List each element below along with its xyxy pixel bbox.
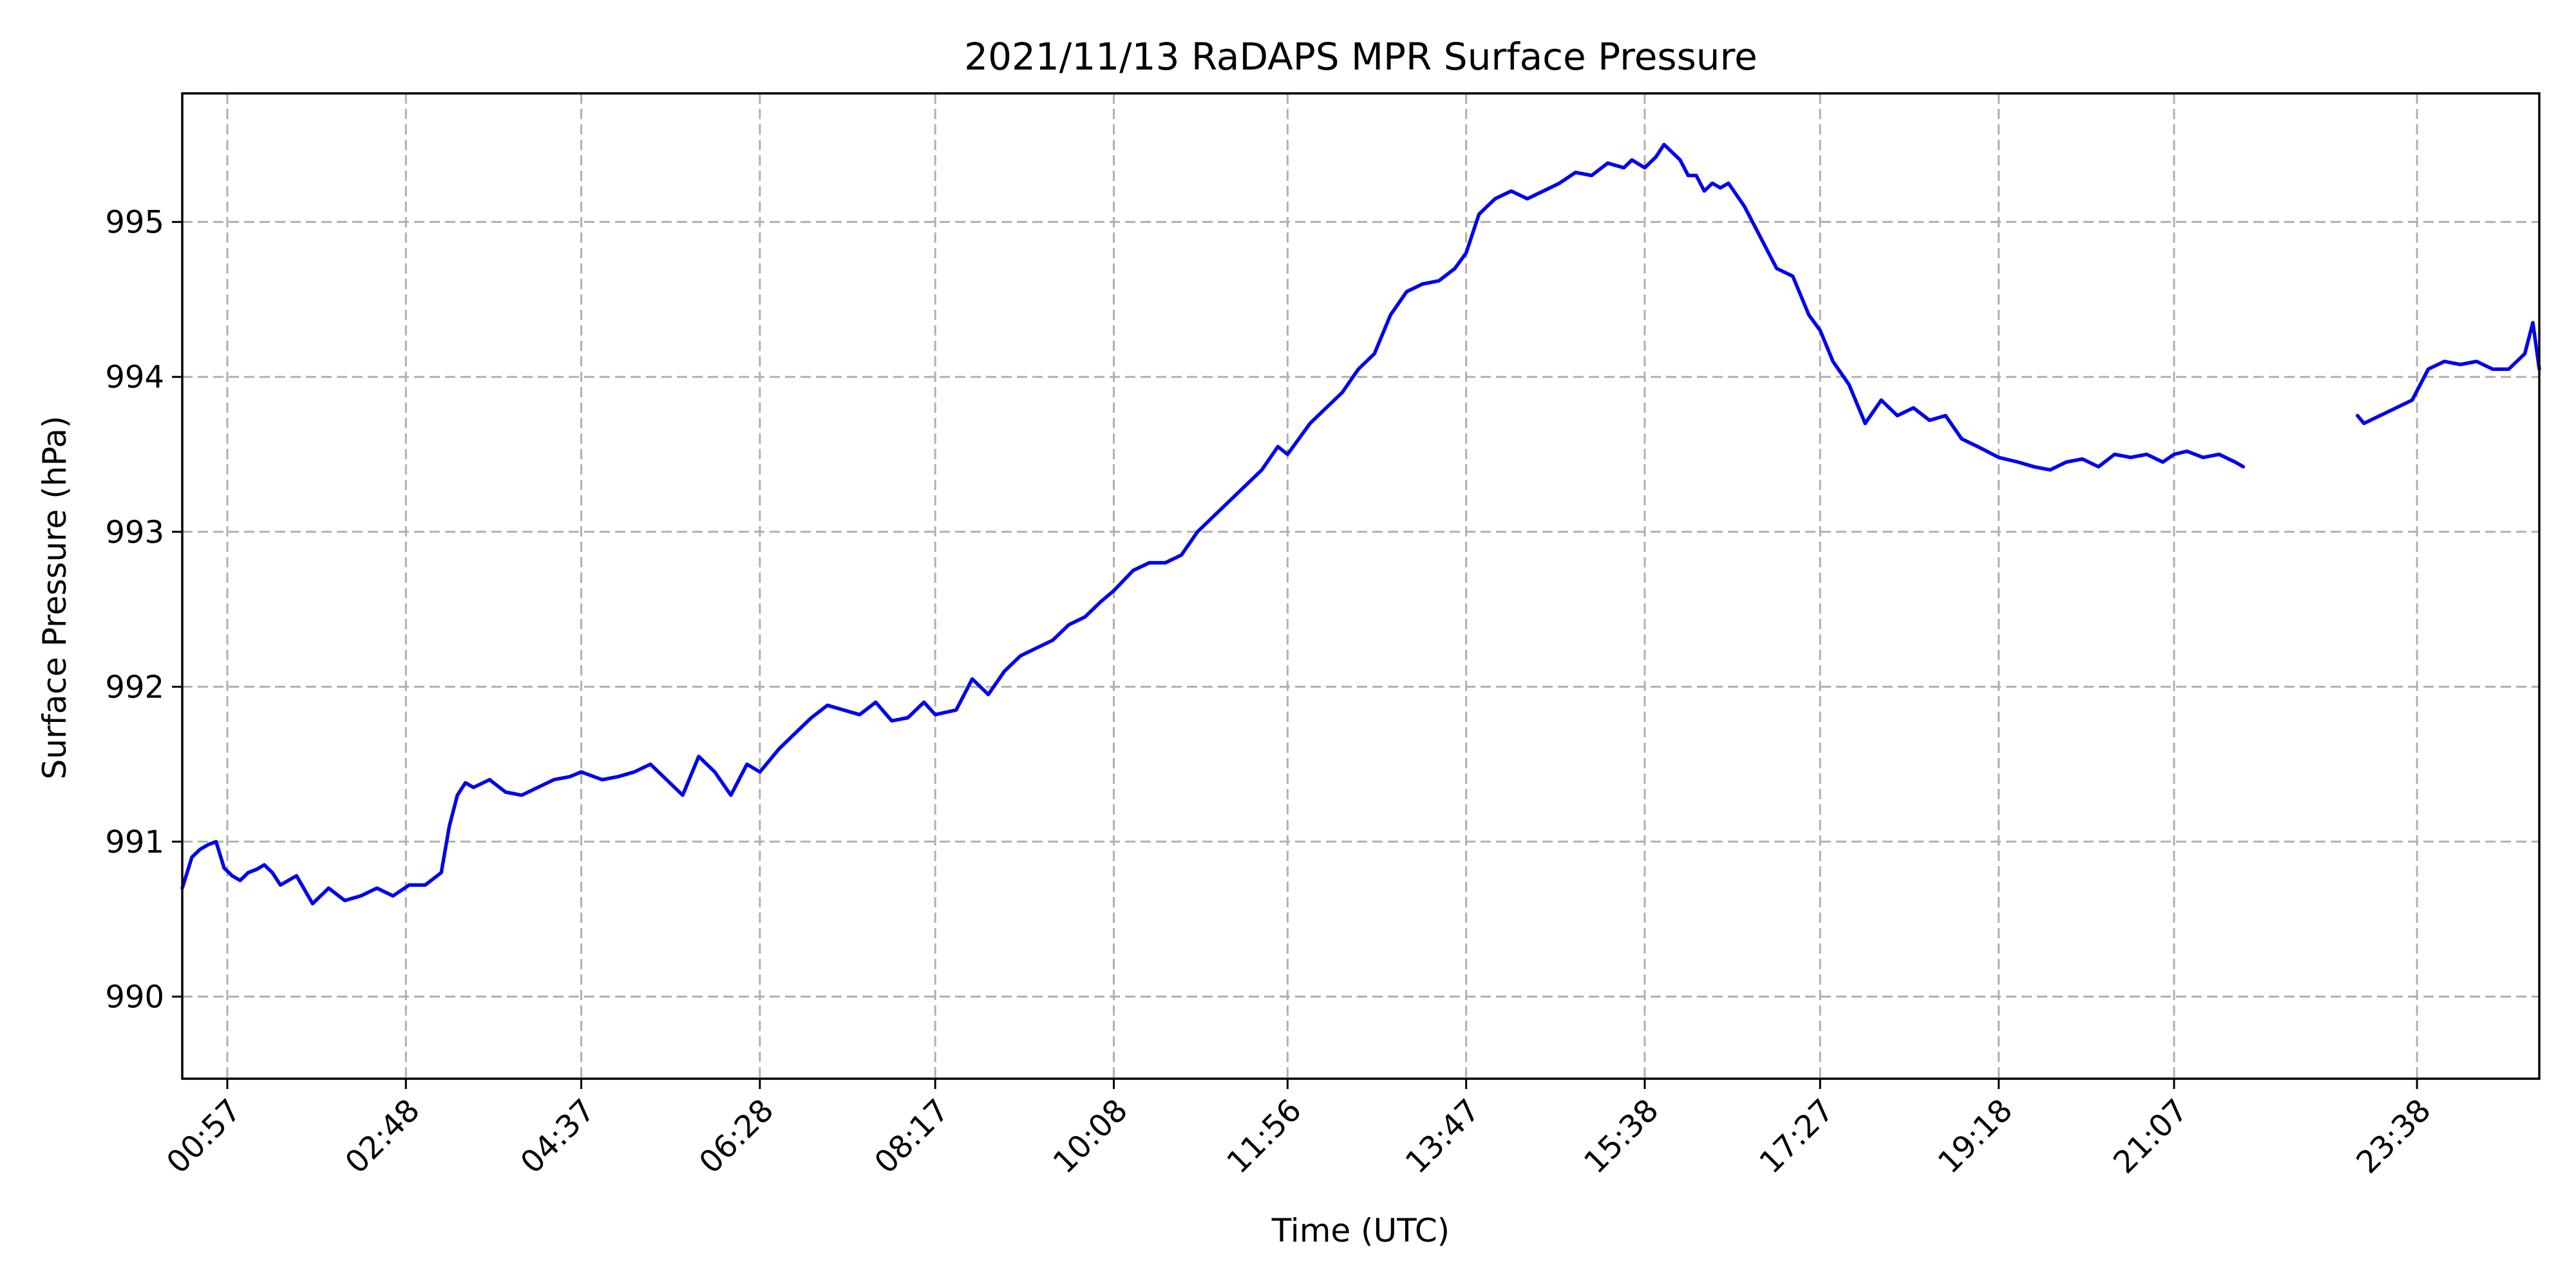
data-series (180, 142, 2541, 905)
pressure-line-segment (2355, 321, 2541, 426)
y-tick-label: 990 (105, 980, 164, 1016)
y-tick-label: 993 (105, 515, 164, 551)
plot-frame (181, 92, 2541, 1080)
y-tick-label: 991 (105, 824, 164, 860)
axis-ticks (172, 221, 2418, 1089)
gridlines (182, 93, 2539, 1079)
y-tick-label: 994 (105, 359, 164, 395)
x-axis-label: Time (UTC) (1271, 1212, 1450, 1249)
pressure-line-segment (180, 142, 2246, 905)
y-tick-label: 992 (105, 669, 164, 705)
y-axis-label: Surface Pressure (hPa) (36, 415, 73, 779)
y-tick-label: 995 (105, 205, 164, 241)
chart-title: 2021/11/13 RaDAPS MPR Surface Pressure (964, 35, 1757, 79)
